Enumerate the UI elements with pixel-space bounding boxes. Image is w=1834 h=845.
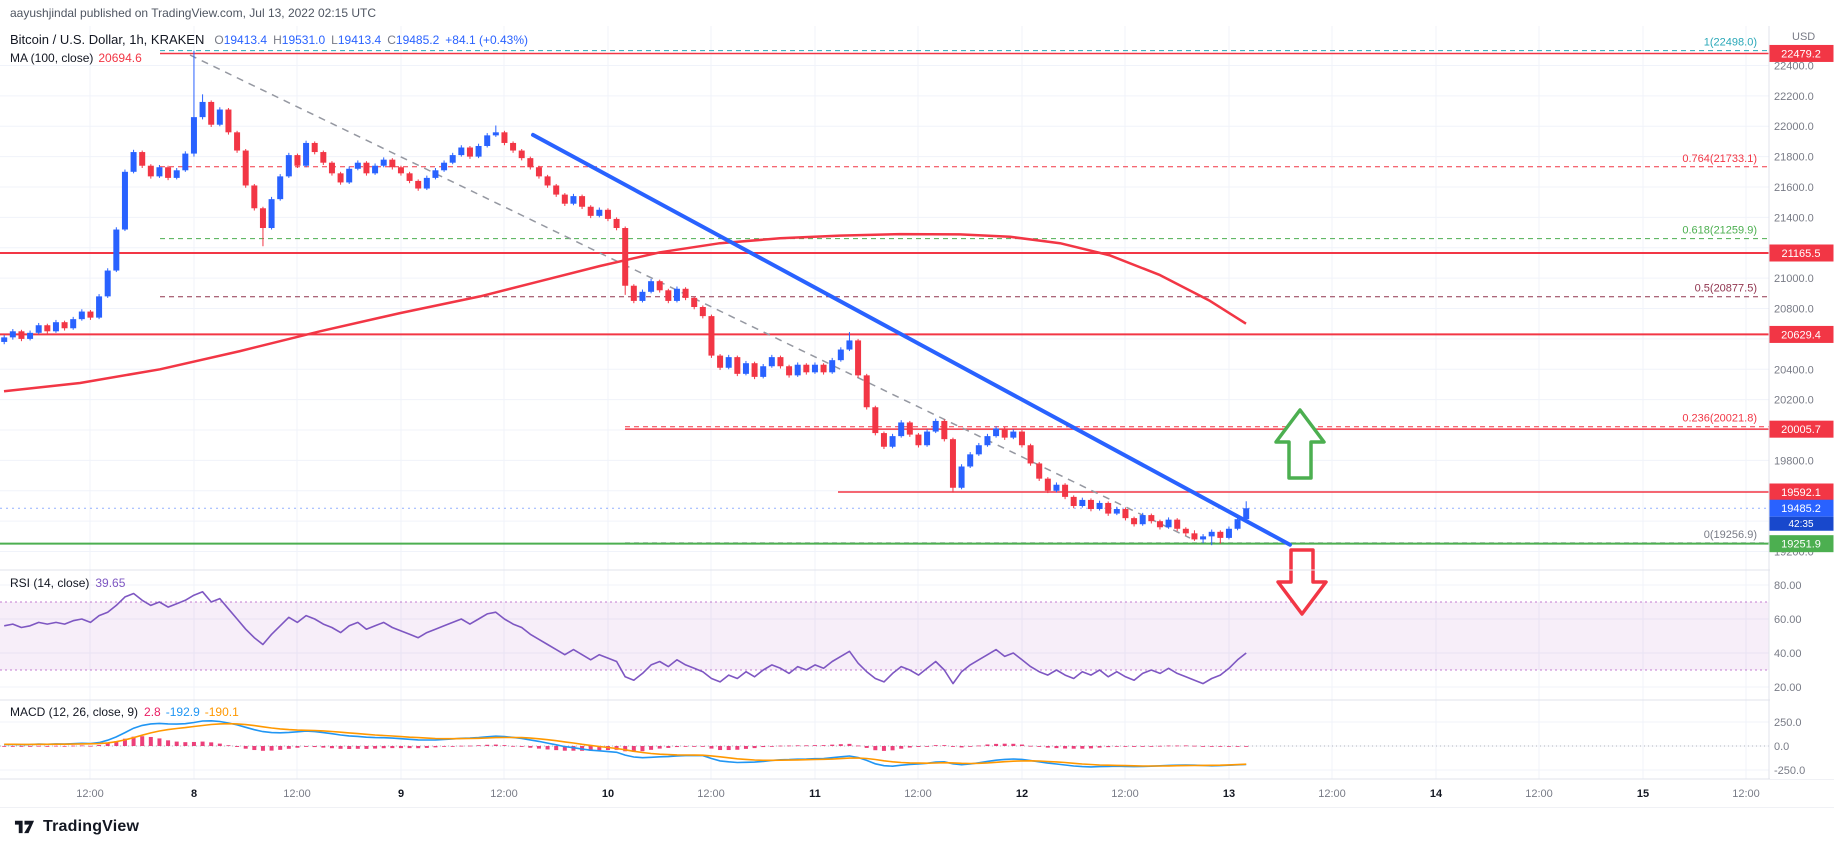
macd-indicator-title[interactable]: MACD (12, 26, close, 9)	[10, 705, 139, 719]
footer-bar: TradingView	[0, 808, 1834, 845]
svg-text:19251.9: 19251.9	[1781, 539, 1821, 551]
symbol-header-row: Bitcoin / U.S. Dollar, 1h, KRAKEN O19413.…	[10, 31, 528, 49]
rsi-band	[0, 601, 1769, 747]
svg-text:8: 8	[191, 788, 197, 800]
svg-text:0.764(21733.1): 0.764(21733.1)	[1682, 153, 1757, 165]
svg-text:12:00: 12:00	[697, 788, 725, 800]
svg-text:60.00: 60.00	[1774, 614, 1802, 626]
svg-text:0.618(21259.9): 0.618(21259.9)	[1682, 225, 1757, 237]
svg-text:0.236(20021.8): 0.236(20021.8)	[1682, 413, 1757, 425]
svg-text:20005.7: 20005.7	[1781, 424, 1821, 436]
svg-text:20200.0: 20200.0	[1774, 395, 1814, 407]
svg-text:22400.0: 22400.0	[1774, 60, 1814, 72]
levels-layer	[0, 52, 1769, 545]
macd-line-value: -192.9	[165, 705, 200, 719]
svg-text:21400.0: 21400.0	[1774, 212, 1814, 224]
high-value: 19531.0	[281, 33, 326, 47]
ma-indicator-title[interactable]: MA (100, close)	[10, 51, 94, 65]
macd-signal-value: -190.1	[204, 705, 239, 719]
svg-text:15: 15	[1637, 788, 1649, 800]
svg-text:19592.1: 19592.1	[1781, 487, 1821, 499]
publish-bar: aayushjindal published on TradingView.co…	[0, 0, 1834, 26]
down-arrow-drawing	[1276, 548, 1328, 616]
svg-text:80.00: 80.00	[1774, 580, 1802, 592]
svg-text:40.00: 40.00	[1774, 648, 1802, 660]
macd-lines	[4, 719, 1247, 768]
rsi-legend: RSI (14, close) 39.65	[10, 576, 125, 590]
macd-legend: MACD (12, 26, close, 9) 2.8 -192.9 -190.1	[10, 705, 239, 719]
up-arrow-drawing	[1274, 408, 1326, 480]
svg-text:21165.5: 21165.5	[1782, 248, 1821, 260]
rsi-indicator-value: 39.65	[95, 576, 126, 590]
svg-text:11: 11	[809, 788, 821, 800]
svg-text:1(22498.0): 1(22498.0)	[1704, 37, 1757, 49]
svg-text:14: 14	[1430, 788, 1443, 800]
ma-line	[3, 232, 1247, 393]
svg-text:19485.2: 19485.2	[1781, 503, 1821, 515]
ma-legend-row: MA (100, close) 20694.6	[10, 49, 528, 67]
svg-text:22000.0: 22000.0	[1774, 121, 1814, 133]
svg-text:12:00: 12:00	[1111, 788, 1139, 800]
candles-layer	[1, 50, 1250, 546]
svg-text:12:00: 12:00	[1732, 788, 1760, 800]
svg-text:22479.2: 22479.2	[1781, 48, 1821, 60]
symbol-legend: Bitcoin / U.S. Dollar, 1h, KRAKEN O19413.…	[10, 31, 528, 67]
svg-text:20.00: 20.00	[1774, 682, 1802, 694]
grid-layer	[0, 26, 1769, 779]
svg-text:10: 10	[602, 788, 614, 800]
svg-text:22200.0: 22200.0	[1774, 91, 1814, 103]
trendline-dashed	[189, 54, 1191, 539]
drawings-layer	[1274, 408, 1328, 616]
svg-text:20629.4: 20629.4	[1781, 329, 1821, 341]
svg-text:12:00: 12:00	[1525, 788, 1553, 800]
open-value: 19413.4	[223, 33, 268, 47]
svg-text:19800.0: 19800.0	[1774, 455, 1814, 467]
open-label: O	[214, 33, 224, 47]
svg-text:12:00: 12:00	[904, 788, 932, 800]
trendline-blue	[531, 132, 1292, 547]
svg-text:12:00: 12:00	[76, 788, 104, 800]
rsi-indicator-title[interactable]: RSI (14, close)	[10, 576, 90, 590]
svg-text:9: 9	[398, 788, 404, 800]
ohlc-values: O19413.4 H19531.0 L19413.4 C19485.2 +84.1 (+…	[208, 33, 528, 47]
svg-text:12:00: 12:00	[283, 788, 311, 800]
currency-label[interactable]: USD	[1792, 31, 1816, 43]
macd-hist-value: 2.8	[144, 705, 161, 719]
close-label: C	[387, 33, 396, 47]
svg-text:-250.0: -250.0	[1774, 765, 1805, 777]
publish-text: aayushjindal published on TradingView.co…	[10, 6, 377, 20]
svg-text:0.5(20877.5): 0.5(20877.5)	[1695, 283, 1757, 295]
brand-name[interactable]: TradingView	[43, 817, 140, 835]
svg-text:12:00: 12:00	[490, 788, 518, 800]
high-label: H	[273, 33, 282, 47]
svg-text:20800.0: 20800.0	[1774, 304, 1814, 316]
svg-text:20400.0: 20400.0	[1774, 364, 1814, 376]
svg-text:12:00: 12:00	[1318, 788, 1346, 800]
time-axis[interactable]: 12:00 8 12:00 9 12:00 10 12:00 11 12:00 12 12:00 13…	[76, 788, 1760, 800]
svg-text:42:35: 42:35	[1788, 519, 1813, 530]
svg-text:21600.0: 21600.0	[1774, 182, 1814, 194]
tradingview-logo-icon[interactable]	[14, 816, 35, 837]
low-label: L	[331, 33, 338, 47]
svg-text:13: 13	[1223, 788, 1235, 800]
svg-text:12: 12	[1016, 788, 1028, 800]
svg-text:250.0: 250.0	[1774, 717, 1802, 729]
low-value: 19413.4	[337, 33, 382, 47]
price-axis[interactable]: 22400.0 22200.0 22000.0 21800.0 21600.0 21400…	[1769, 26, 1834, 779]
macd-histogram	[2, 736, 1249, 752]
change-value: +84.1 (+0.43%)	[445, 33, 529, 47]
pane-separators	[0, 26, 1834, 809]
svg-text:0(19256.9): 0(19256.9)	[1704, 529, 1757, 541]
svg-text:0.0: 0.0	[1774, 741, 1789, 753]
close-value: 19485.2	[395, 33, 440, 47]
symbol-title[interactable]: Bitcoin / U.S. Dollar, 1h, KRAKEN	[10, 32, 205, 47]
ma-indicator-value: 20694.6	[98, 51, 142, 65]
svg-text:21000.0: 21000.0	[1774, 273, 1814, 285]
rsi-line	[4, 590, 1247, 685]
svg-text:21800.0: 21800.0	[1774, 152, 1814, 164]
